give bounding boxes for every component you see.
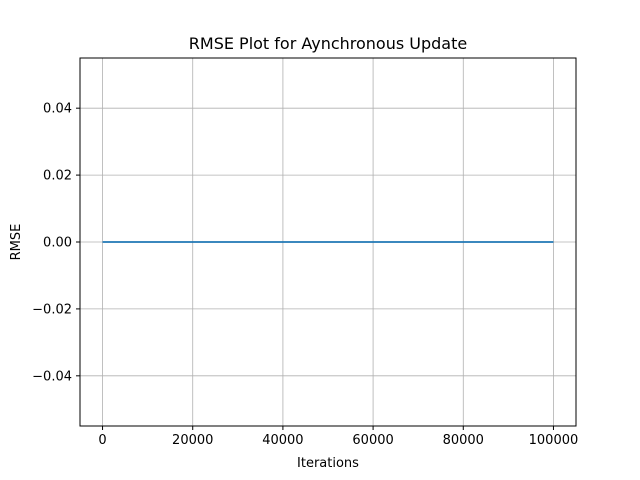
x-tick-label: 0 bbox=[98, 433, 106, 448]
chart-title: RMSE Plot for Aynchronous Update bbox=[189, 34, 467, 53]
x-axis-title: Iterations bbox=[297, 456, 359, 471]
x-tick-label: 40000 bbox=[262, 433, 303, 448]
x-tick-label: 80000 bbox=[443, 433, 484, 448]
y-tick-label: −0.04 bbox=[32, 369, 72, 384]
x-axis: 0 20000 40000 60000 80000 100000 bbox=[98, 426, 578, 448]
x-tick-label: 100000 bbox=[529, 433, 579, 448]
y-tick-label: 0.04 bbox=[43, 102, 72, 117]
x-tick-label: 20000 bbox=[172, 433, 213, 448]
x-tick-label: 60000 bbox=[352, 433, 393, 448]
y-tick-label: 0.00 bbox=[43, 236, 72, 251]
y-axis-title: RMSE bbox=[9, 224, 24, 261]
y-tick-label: −0.02 bbox=[32, 302, 72, 317]
y-tick-label: 0.02 bbox=[43, 169, 72, 184]
y-axis: −0.04 −0.02 0.00 0.02 0.04 bbox=[32, 102, 80, 384]
